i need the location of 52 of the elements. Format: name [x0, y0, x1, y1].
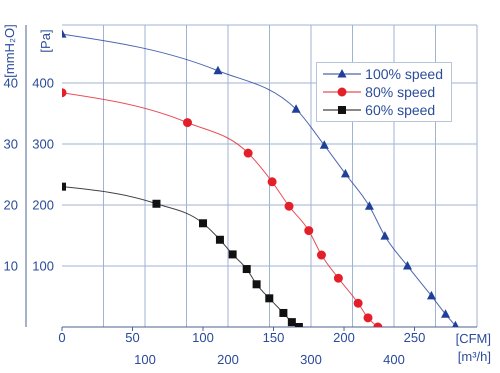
point — [363, 313, 372, 322]
point — [426, 290, 436, 300]
x-tick-label: 200 — [333, 330, 355, 346]
point — [292, 104, 301, 113]
legend-label: 80% speed — [365, 83, 436, 101]
point — [242, 265, 251, 274]
point — [334, 274, 343, 283]
point — [441, 309, 450, 318]
point — [152, 200, 160, 208]
x-tick-label: 100 — [192, 330, 214, 346]
y-tick-label: 100 — [32, 258, 54, 274]
y2-axis-title: [mmH₂O] — [2, 24, 17, 78]
point — [380, 231, 390, 240]
x2-axis-title: [m³/h] — [458, 349, 491, 364]
y-tick-label: 400 — [32, 76, 54, 91]
y-axis-title: [Pa] — [38, 29, 53, 53]
point — [354, 298, 363, 308]
x2-tick-label: 200 — [217, 352, 239, 368]
point — [316, 250, 326, 260]
y-tick-label: 200 — [32, 198, 54, 213]
y2-tick-label: 20 — [4, 198, 18, 213]
x-tick-label: 50 — [125, 330, 140, 346]
point — [252, 280, 261, 288]
point — [265, 294, 274, 302]
point — [304, 226, 314, 236]
point — [199, 219, 208, 228]
point — [288, 318, 296, 326]
point — [183, 118, 192, 128]
point — [213, 66, 222, 74]
point — [279, 308, 288, 317]
point — [340, 168, 350, 178]
y-tick-label: 300 — [32, 136, 54, 152]
point — [284, 202, 294, 211]
x-axis-title: [CFM] — [456, 331, 491, 346]
point — [228, 250, 237, 258]
legend-label: 60% speed — [365, 101, 436, 119]
y2-tick-label: 30 — [4, 136, 18, 152]
x2-tick-label: 100 — [134, 352, 156, 368]
point — [216, 236, 224, 244]
y2-tick-label: 10 — [4, 258, 18, 274]
y2-tick-label: 40 — [4, 76, 18, 91]
point — [364, 201, 374, 210]
x-tick-label: 0 — [58, 330, 66, 346]
x2-tick-label: 400 — [383, 352, 405, 368]
point — [268, 177, 277, 186]
x-tick-label: 150 — [262, 330, 284, 346]
point — [402, 260, 412, 270]
legend-label: 100% speed — [365, 65, 443, 83]
x-tick-label: 250 — [404, 330, 426, 346]
x2-tick-label: 300 — [300, 352, 322, 368]
point — [244, 148, 253, 158]
point — [320, 140, 329, 149]
